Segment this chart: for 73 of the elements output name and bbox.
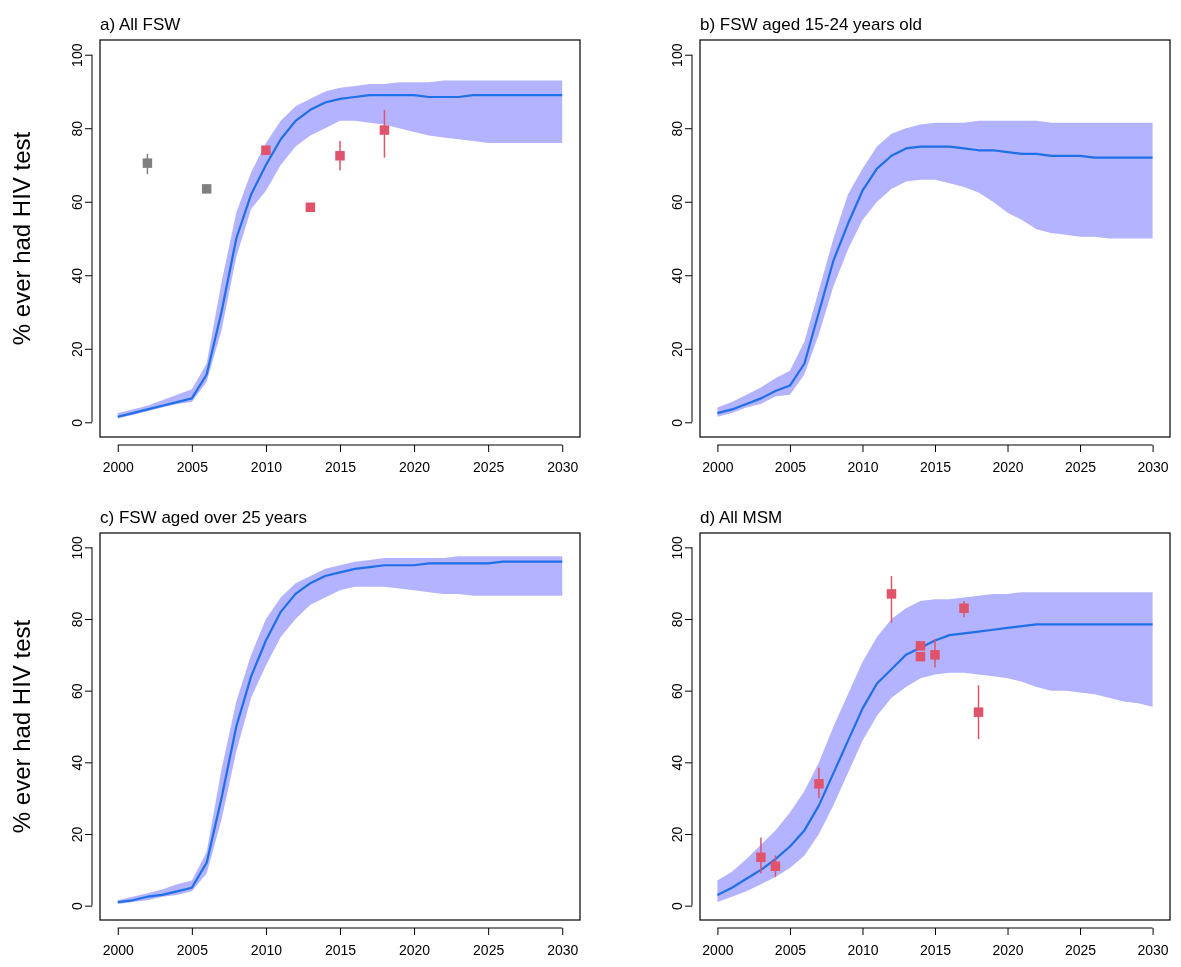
- y-tick-label: 80: [669, 611, 685, 628]
- y-tick-label: 40: [69, 267, 85, 284]
- point: [915, 651, 926, 662]
- chart-title: b) FSW aged 15-24 years old: [700, 15, 923, 34]
- point: [756, 852, 766, 863]
- y-tick-label: 0: [669, 418, 685, 427]
- y-tick-label: 60: [669, 194, 685, 211]
- point: [142, 158, 153, 168]
- y-tick-label: 20: [669, 826, 685, 843]
- x-tick-label: 2025: [473, 458, 505, 475]
- x-tick-label: 2030: [547, 941, 579, 958]
- x-tick-label: 2025: [1064, 941, 1097, 958]
- point: [915, 641, 926, 651]
- x-tick-label: 2030: [1137, 941, 1169, 958]
- x-tick-label: 2000: [702, 941, 734, 958]
- x-tick-label: 2015: [324, 458, 357, 475]
- y-tick-label: 40: [69, 754, 85, 771]
- point: [886, 589, 897, 599]
- y-tick-label: 80: [69, 120, 85, 137]
- x-tick-label: 2000: [702, 458, 734, 475]
- point: [201, 184, 212, 194]
- x-tick-label: 2000: [102, 941, 135, 958]
- x-tick-label: 2005: [176, 458, 209, 475]
- x-tick-label: 2000: [102, 458, 135, 475]
- x-tick-label: 2005: [176, 941, 209, 958]
- x-tick-label: 2025: [473, 941, 505, 958]
- y-tick-label: 20: [69, 826, 85, 843]
- point: [973, 707, 984, 717]
- y-tick-label: 60: [69, 194, 85, 211]
- y-axis-title: % ever had HIV test: [8, 131, 35, 346]
- x-tick-label: 2030: [1137, 458, 1169, 475]
- point: [335, 151, 345, 161]
- chart-title: a) All FSW: [100, 15, 181, 34]
- x-tick-label: 2020: [992, 941, 1024, 958]
- y-tick-label: 0: [69, 418, 85, 427]
- y-tick-label: 60: [69, 683, 85, 699]
- x-tick-label: 2015: [324, 941, 357, 958]
- x-tick-label: 2030: [547, 458, 579, 475]
- y-tick-label: 100: [69, 535, 85, 560]
- point: [814, 779, 824, 789]
- x-tick-label: 2005: [774, 941, 807, 958]
- y-tick-label: 0: [69, 902, 85, 911]
- x-tick-label: 2010: [250, 458, 283, 475]
- y-tick-label: 20: [69, 341, 85, 358]
- y-tick-label: 80: [669, 120, 685, 137]
- point: [930, 650, 940, 660]
- y-tick-label: 100: [669, 43, 685, 67]
- point: [261, 145, 271, 156]
- y-tick-label: 40: [669, 754, 685, 771]
- x-tick-label: 2020: [992, 458, 1024, 475]
- y-tick-label: 60: [669, 683, 685, 699]
- x-tick-label: 2020: [399, 458, 431, 475]
- x-tick-label: 2010: [847, 458, 879, 475]
- x-tick-label: 2015: [919, 941, 952, 958]
- y-tick-label: 80: [69, 611, 85, 628]
- y-tick-label: 20: [669, 341, 685, 358]
- point: [305, 202, 316, 212]
- point: [379, 125, 390, 135]
- y-tick-label: 100: [69, 43, 85, 67]
- x-tick-label: 2025: [1064, 458, 1097, 475]
- x-tick-label: 2010: [250, 941, 283, 958]
- y-tick-label: 100: [669, 535, 685, 560]
- y-tick-label: 40: [669, 267, 685, 284]
- point: [770, 861, 781, 871]
- x-tick-label: 2020: [399, 941, 431, 958]
- x-tick-label: 2010: [847, 941, 879, 958]
- point: [959, 603, 969, 613]
- y-tick-label: 0: [669, 902, 685, 911]
- chart-title: c) FSW aged over 25 years: [100, 508, 307, 527]
- x-tick-label: 2015: [919, 458, 952, 475]
- chart-title: d) All MSM: [700, 508, 783, 527]
- y-axis-title: % ever had HIV test: [8, 619, 35, 834]
- x-tick-label: 2005: [774, 458, 807, 475]
